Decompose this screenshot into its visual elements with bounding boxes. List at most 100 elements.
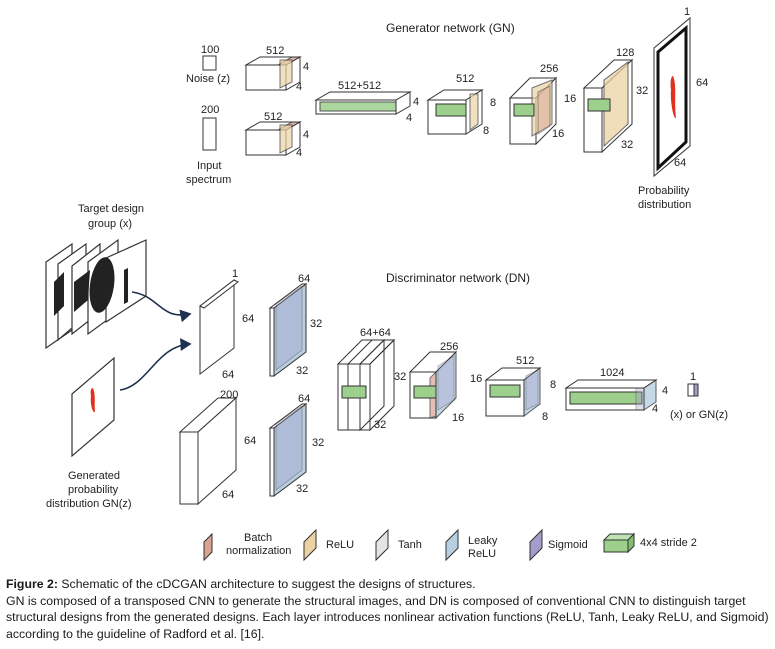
gn-conv1-block (426, 89, 484, 135)
dn-feat-top-w: 64 (298, 273, 310, 285)
dn-out-label: (x) or GN(z) (670, 409, 728, 421)
caption-first-line: Figure 2: Schematic of the cDCGAN archit… (6, 576, 771, 593)
dn-conv3-d: 4 (652, 403, 658, 415)
dn-conv3-block (564, 379, 658, 411)
spectrum-label-1: Input (197, 160, 221, 172)
dn-concat-w: 64+64 (360, 327, 391, 339)
target-arrow (131, 291, 192, 323)
gn-concat-d: 4 (406, 112, 412, 124)
dn-conv2-block (484, 367, 542, 417)
gn-conv1-h: 8 (490, 97, 496, 109)
gn-conv3-block (582, 58, 634, 154)
legend: Batch normalization ReLU Tanh Leaky ReLU… (203, 528, 697, 562)
legend-sigmoid-swatch (529, 528, 543, 562)
dn-conv2-d: 8 (542, 411, 548, 423)
dn-feat-top-h: 32 (310, 318, 322, 330)
target-label-2: group (x) (88, 218, 132, 230)
architecture-diagram: Generator network (GN) 100 Noise (z) 200… (45, 6, 728, 562)
dn-out-w: 1 (690, 371, 696, 383)
dn-in-bottom-d: 64 (222, 489, 234, 501)
gn-spectrum-block (244, 121, 302, 156)
dn-in-bottom-w: 200 (220, 389, 238, 401)
legend-leaky-label-1: Leaky (468, 535, 498, 547)
gn-conv2-block (508, 76, 558, 146)
legend-batch-label-1: Batch (244, 532, 272, 544)
dn-conv1-block (408, 350, 458, 420)
legend-conv-swatch (602, 532, 636, 554)
dn-feature-top (268, 283, 308, 377)
target-label-1: Target design (78, 203, 144, 215)
gn-noise-w: 512 (266, 45, 284, 57)
legend-relu-swatch (303, 528, 317, 562)
legend-tanh-label: Tanh (398, 539, 422, 551)
spectrum-size: 200 (201, 104, 219, 116)
dn-input-top (199, 278, 239, 376)
gn-conv3-d: 32 (621, 139, 633, 151)
dn-in-top-d: 64 (222, 369, 234, 381)
legend-leaky-label-2: ReLU (468, 548, 496, 560)
dn-conv1-h: 16 (470, 373, 482, 385)
gn-output-d: 64 (674, 157, 686, 169)
legend-batch-label-2: normalization (226, 545, 291, 557)
generated-design-image (71, 356, 115, 458)
legend-sigmoid-label: Sigmoid (548, 539, 588, 551)
dn-in-top-h: 64 (242, 313, 254, 325)
gn-spectrum-h: 4 (303, 129, 309, 141)
legend-leaky-swatch (445, 528, 459, 562)
gn-noise-block (244, 56, 302, 91)
dn-conv2-h: 8 (550, 379, 556, 391)
dn-feature-bottom (268, 403, 308, 497)
gn-conv2-h: 16 (564, 93, 576, 105)
legend-relu-label: ReLU (326, 539, 354, 551)
dn-feat-top-d: 32 (296, 365, 308, 377)
dn-in-bottom-h: 64 (244, 435, 256, 447)
gn-conv3-h: 32 (636, 85, 648, 97)
gn-output-image (653, 16, 691, 178)
gn-noise-d: 4 (296, 81, 302, 93)
dn-conv1-w: 256 (440, 341, 458, 353)
spectrum-input-box (202, 117, 217, 151)
dn-output-node (687, 383, 699, 397)
spectrum-label-2: spectrum (186, 174, 231, 186)
gn-spectrum-d: 4 (296, 147, 302, 159)
gn-conv3-w: 128 (616, 47, 634, 59)
gn-output-h: 64 (696, 77, 708, 89)
dn-in-top-w: 1 (232, 268, 238, 280)
dn-concat-h: 32 (394, 371, 406, 383)
noise-size: 100 (201, 44, 219, 56)
dn-concat-d: 32 (374, 419, 386, 431)
dn-feat-bottom-w: 64 (298, 393, 310, 405)
generated-label-3: distribution GN(z) (46, 498, 132, 510)
caption-body: GN is composed of a transposed CNN to ge… (6, 593, 769, 641)
gn-concat-w: 512+512 (338, 80, 381, 92)
gn-conv2-d: 16 (552, 128, 564, 140)
target-design-stack (45, 238, 147, 350)
gn-conv1-w: 512 (456, 73, 474, 85)
dn-feat-bottom-d: 32 (296, 483, 308, 495)
gn-conv2-w: 256 (540, 63, 558, 75)
caption-head: Figure 2: (6, 577, 58, 591)
dn-conv1-d: 16 (452, 412, 464, 424)
generated-label-2: probability (68, 484, 119, 496)
gn-output-label-1: Probability (638, 185, 690, 197)
gn-concat-h: 4 (413, 96, 419, 108)
dn-conv2-w: 512 (516, 355, 534, 367)
gn-output-w: 1 (684, 6, 690, 18)
dn-feat-bottom-h: 32 (312, 437, 324, 449)
gn-output-label-2: distribution (638, 199, 691, 211)
gn-noise-h: 4 (303, 61, 309, 73)
dn-conv3-w: 1024 (600, 367, 624, 379)
gn-conv1-d: 8 (483, 125, 489, 137)
gn-spectrum-w: 512 (264, 111, 282, 123)
generated-label-1: Generated (68, 470, 120, 482)
noise-input-box (202, 55, 217, 71)
noise-label: Noise (z) (186, 73, 230, 85)
legend-tanh-swatch (375, 528, 389, 562)
legend-conv-label: 4x4 stride 2 (640, 537, 697, 549)
generated-arrow (119, 338, 192, 391)
figure-caption: Figure 2: Schematic of the cDCGAN archit… (6, 576, 771, 642)
dn-title: Discriminator network (DN) (386, 271, 530, 285)
dn-conv3-h: 4 (662, 385, 668, 397)
gn-title: Generator network (GN) (386, 21, 515, 35)
dn-concat-block (336, 338, 396, 432)
